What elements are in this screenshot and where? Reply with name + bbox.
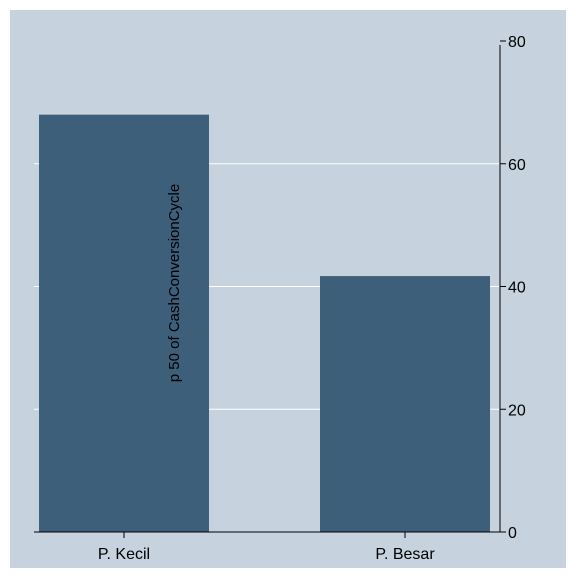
- y-tick-label: 80: [508, 34, 526, 51]
- bar: [320, 276, 490, 532]
- bars: [39, 114, 490, 533]
- y-ticks: 0 20 40 60 80: [500, 34, 526, 542]
- y-tick-label: 40: [508, 280, 526, 297]
- x-ticks: P. Kecil P. Besar: [98, 532, 435, 563]
- x-tick-label: P. Kecil: [98, 546, 150, 563]
- y-axis-label: p 50 of CashConversionCycle: [166, 184, 183, 382]
- y-tick-label: 20: [508, 402, 526, 419]
- axes: [34, 45, 501, 533]
- x-tick-label: P. Besar: [375, 546, 435, 563]
- y-tick-label: 60: [508, 157, 526, 174]
- y-tick-label: 0: [508, 525, 517, 542]
- bar: [39, 114, 209, 533]
